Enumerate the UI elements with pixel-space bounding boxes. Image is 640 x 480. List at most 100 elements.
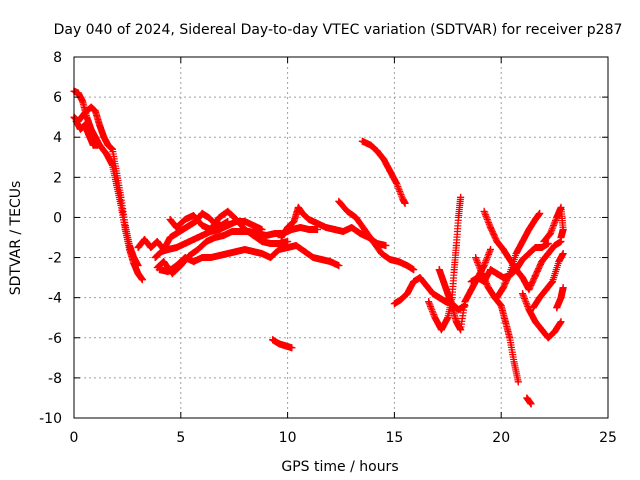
data-point: [480, 207, 488, 215]
data-point: [190, 236, 198, 244]
series-arc-03: [72, 117, 101, 149]
data-point: [514, 378, 522, 386]
data-point: [335, 262, 343, 270]
data-point: [318, 256, 326, 264]
data-point: [249, 221, 257, 229]
data-point: [138, 276, 146, 284]
data-point: [326, 258, 334, 266]
data-point: [450, 266, 458, 274]
data-point: [401, 199, 409, 207]
data-point: [467, 286, 475, 294]
data-point: [531, 272, 539, 280]
data-point: [499, 284, 507, 292]
data-point: [356, 229, 364, 237]
data-point: [457, 326, 465, 334]
data-point: [198, 254, 206, 262]
data-point: [457, 193, 465, 201]
data-point: [281, 342, 289, 350]
data-point: [559, 250, 567, 258]
data-point: [215, 252, 223, 260]
data-point: [249, 231, 257, 239]
data-point: [93, 141, 101, 149]
series-arc-09: [277, 203, 390, 250]
data-point: [275, 340, 283, 348]
data-point: [335, 197, 343, 205]
series-arc-24: [553, 284, 567, 312]
data-point: [440, 278, 448, 286]
data-point: [529, 304, 537, 312]
data-point: [258, 250, 266, 258]
data-point: [553, 213, 561, 221]
data-point: [173, 229, 181, 237]
data-point: [557, 234, 565, 241]
data-point: [305, 225, 313, 233]
data-point: [454, 213, 462, 221]
data-point: [531, 215, 539, 223]
data-point: [506, 334, 514, 342]
data-point: [506, 270, 514, 278]
data-point: [309, 254, 317, 262]
data-point: [228, 227, 236, 235]
data-point: [262, 231, 270, 239]
plot-frame: [73, 56, 609, 419]
data-point: [249, 248, 257, 256]
data-point: [538, 244, 546, 252]
data-point: [540, 238, 548, 246]
tick-marks: [73, 56, 609, 419]
data-point: [284, 244, 292, 252]
data-point: [527, 400, 535, 408]
data-point: [126, 242, 134, 250]
data-point: [425, 298, 433, 306]
data-point: [241, 217, 249, 225]
series-arc-21: [519, 290, 565, 342]
data-point: [76, 125, 84, 133]
data-point: [153, 238, 161, 246]
data-point: [369, 238, 377, 246]
data-point: [284, 238, 292, 246]
series-arc-11: [269, 336, 296, 352]
data-point: [559, 225, 567, 233]
series-arc-07: [166, 207, 292, 248]
data-point: [134, 262, 142, 270]
data-point: [452, 318, 460, 326]
data-point: [501, 318, 509, 326]
data-point: [85, 131, 93, 139]
y-tick-label: 6: [53, 90, 62, 106]
data-point: [241, 246, 249, 254]
data-point: [380, 155, 388, 163]
data-point: [551, 328, 559, 336]
data-point: [190, 258, 198, 266]
data-point: [179, 225, 187, 233]
x-tick-label: 10: [279, 430, 297, 446]
data-point: [166, 215, 174, 223]
data-point: [448, 302, 456, 310]
data-point: [224, 250, 232, 258]
x-axis-title: GPS time / hours: [281, 459, 398, 475]
data-point: [358, 137, 366, 145]
data-point: [435, 294, 443, 302]
x-tick-labels: 0 5 10 15 20 25: [70, 430, 617, 446]
x-tick-label: 20: [492, 430, 510, 446]
data-point: [559, 284, 567, 292]
data-point: [288, 344, 296, 352]
data-point: [343, 207, 351, 215]
series-arc-18: [523, 394, 535, 408]
data-point: [158, 248, 166, 256]
data-point: [224, 207, 232, 215]
data-point: [215, 225, 223, 233]
data-point: [555, 258, 563, 266]
data-point: [79, 97, 87, 105]
data-point: [185, 221, 193, 229]
x-tick-label: 15: [385, 430, 403, 446]
data-point: [160, 258, 168, 266]
data-point: [232, 248, 240, 256]
data-point: [155, 266, 163, 274]
y-tick-label: 8: [53, 50, 62, 66]
y-tick-label: 4: [53, 130, 62, 146]
data-point: [557, 318, 565, 326]
data-point: [292, 242, 300, 250]
data-point: [121, 221, 129, 229]
data-point: [314, 219, 322, 227]
data-point: [301, 248, 309, 256]
